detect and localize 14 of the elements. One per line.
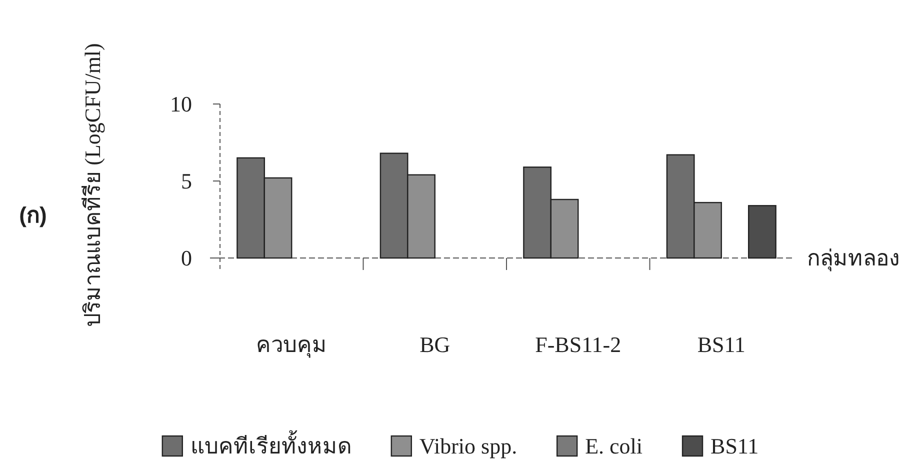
x-tick-label: ควบคุม <box>256 332 328 358</box>
legend-label: Vibrio spp. <box>419 434 518 459</box>
y-axis-title: ปริมาณแบคทีรีย (LogCFU/ml) <box>80 43 105 327</box>
legend-label: แบคทีเรียทั้งหมด <box>190 430 352 459</box>
x-axis-title: กลุ่มทลอง <box>807 246 900 272</box>
legend-label: BS11 <box>710 434 759 459</box>
x-tick-label: BS11 <box>697 332 746 357</box>
x-tick-label: BG <box>420 332 450 357</box>
y-tick-label: 0 <box>181 246 192 271</box>
y-tick-label: 10 <box>170 92 192 117</box>
text: (ก) <box>19 202 47 228</box>
x-tick-label: F-BS11-2 <box>535 332 622 357</box>
legend-label: E. coli <box>585 434 643 459</box>
y-tick-label: 5 <box>181 168 192 194</box>
